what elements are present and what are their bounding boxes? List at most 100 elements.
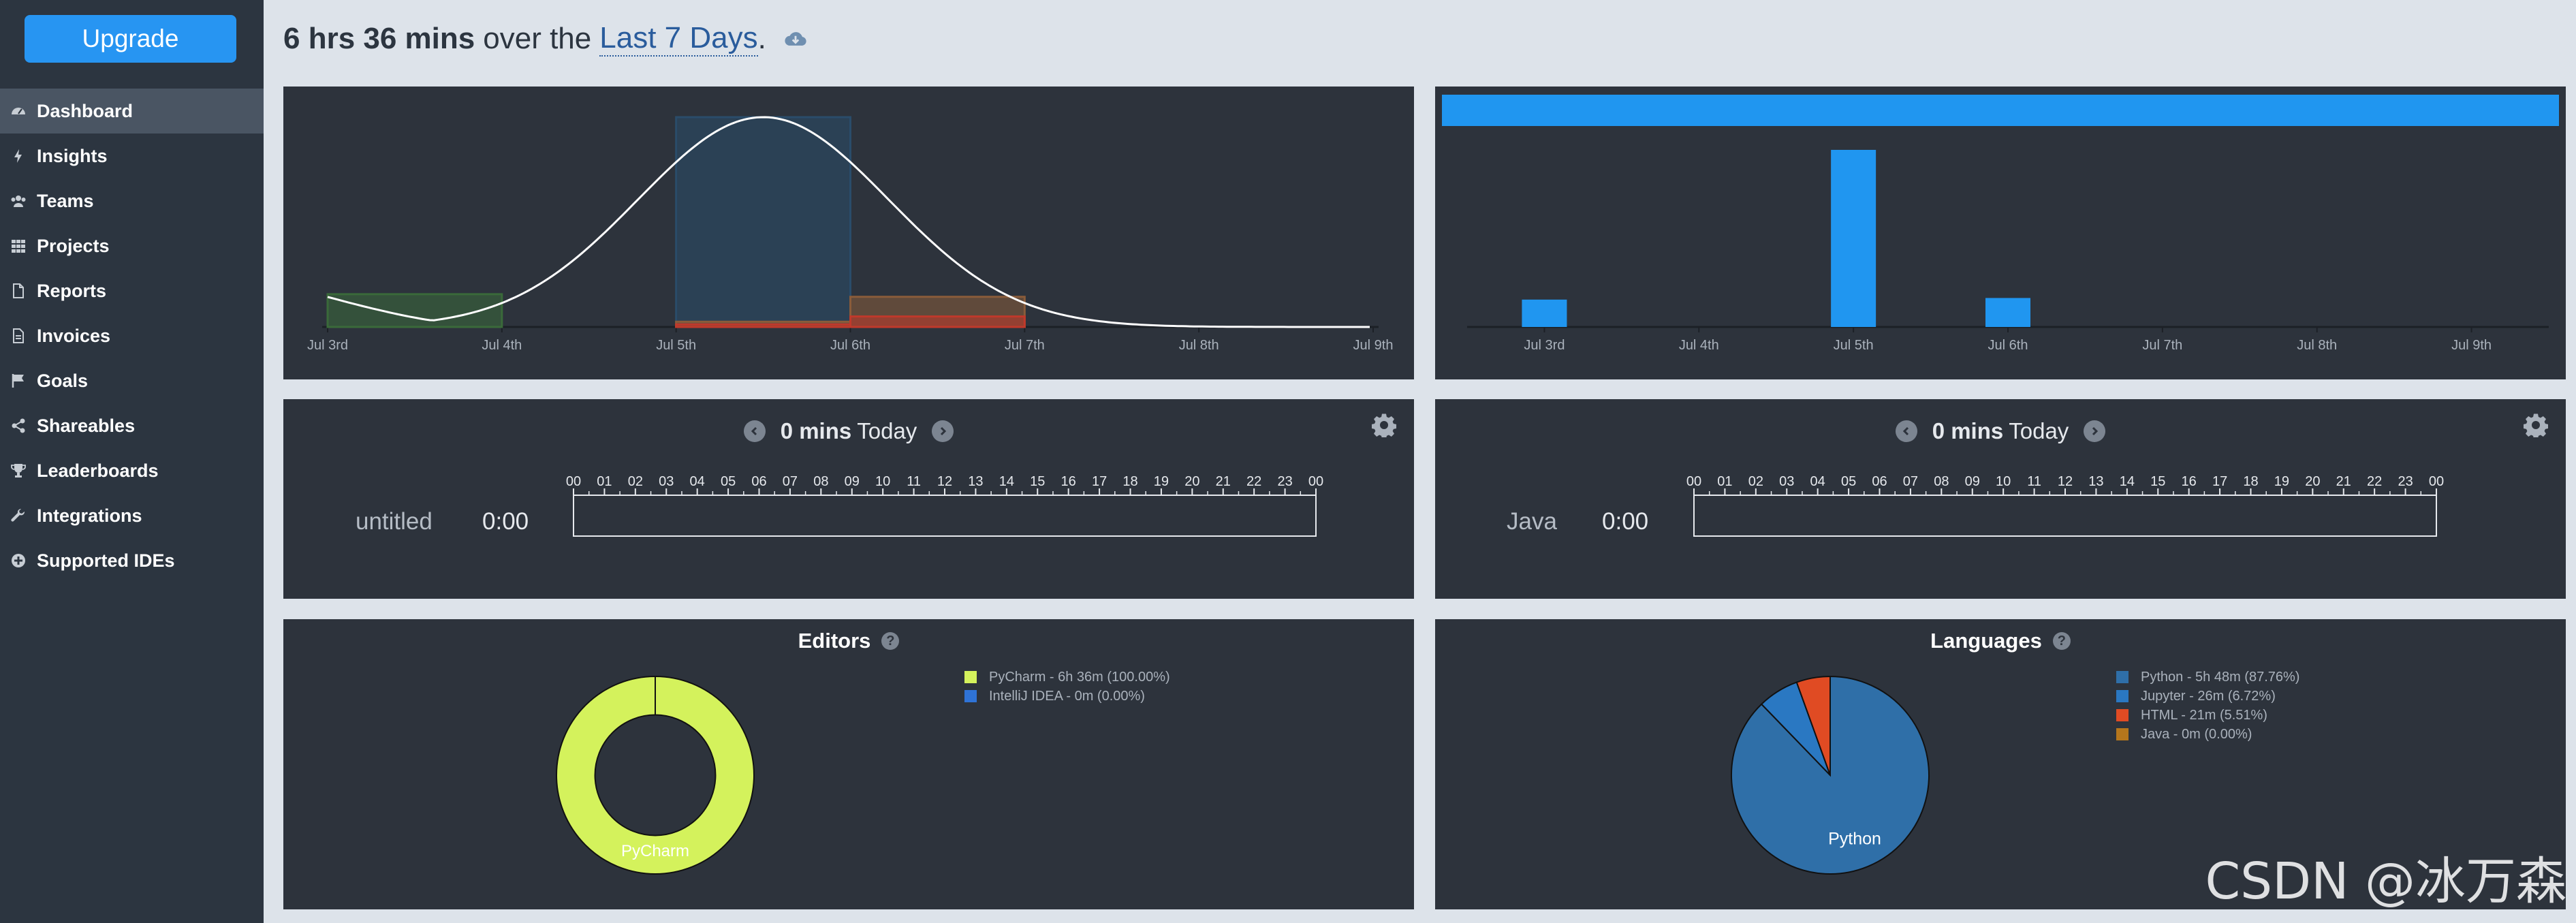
sidebar-item-shareables[interactable]: Shareables [0,403,264,448]
legend-label: Jupyter - 26m (6.72%) [2141,688,2276,704]
legend-label: PyCharm - 6h 36m (100.00%) [989,669,1170,685]
daily-bar-chart: Jul 3rd Jul 4th Jul 5th Jul 6th Jul 7th Jul 8… [1435,87,2566,379]
activity-bar [675,116,852,328]
trophy-icon [10,462,27,480]
x-tick-label: Jul 4th [1679,338,1719,353]
hour-label: 09 [1965,474,1980,489]
editors-legend: PyCharm - 6h 36m (100.00%) IntelliJ IDEA… [964,668,1170,706]
hour-label: 07 [783,474,798,489]
bar [1985,298,2030,327]
day-label: Today [857,418,917,443]
sidebar-item-supported-ides[interactable]: Supported IDEs [0,538,264,583]
hour-label: 12 [2058,474,2073,489]
hour-label: 17 [2212,474,2227,489]
timeline-track [1693,495,2437,537]
x-tick-label: Jul 8th [2297,338,2337,353]
project-timeline-panel: 0 mins Today untitled 0:00 00 01 02 03 04 05 0… [283,399,1414,599]
hour-label: 21 [2336,474,2351,489]
activity-bar [849,315,1026,328]
share-icon [10,417,27,435]
timeline-duration: 0:00 [1602,508,1649,535]
hour-axis: 00 01 02 03 04 05 06 07 08 09 10 11 12 13 14 15 16 17 18 19… [566,474,1323,537]
sidebar-item-goals[interactable]: Goals [0,358,264,403]
cloud-download-icon[interactable] [784,27,807,50]
hour-label: 04 [1810,474,1825,489]
hour-label: 23 [2398,474,2413,489]
gear-icon[interactable] [2524,413,2548,437]
hour-label: 06 [1872,474,1887,489]
legend-swatch [2116,728,2129,740]
hour-label: 00 [566,474,581,489]
x-tick-label: Jul 7th [1005,338,1045,353]
sidebar-item-invoices[interactable]: Invoices [0,313,264,358]
languages-title: Languages ? [1435,629,2566,653]
x-tick-label: Jul 5th [656,338,696,353]
hour-label: 02 [1748,474,1763,489]
hour-label: 17 [1092,474,1107,489]
help-icon[interactable]: ? [2052,632,2071,650]
activity-bar [326,293,503,328]
sidebar-item-insights[interactable]: Insights [0,134,264,178]
x-tick-label: Jul 6th [830,338,870,353]
upgrade-button[interactable]: Upgrade [25,15,236,63]
hour-label: 14 [999,474,1014,489]
sidebar-item-projects[interactable]: Projects [0,223,264,268]
legend-swatch [964,690,977,702]
sidebar-item-label: Integrations [37,505,142,526]
slice-label: Python [1828,830,1881,849]
editors-donut-chart: PyCharm [556,676,755,875]
legend-item[interactable]: HTML - 21m (5.51%) [2116,706,2299,725]
sidebar-item-label: Teams [37,190,94,211]
activity-bar [675,323,852,328]
hour-label: 09 [845,474,860,489]
day-navigator: 0 mins Today [1435,418,2566,444]
next-day-button[interactable] [932,420,954,442]
hour-label: 20 [2305,474,2320,489]
hour-label: 15 [1030,474,1045,489]
sidebar-item-dashboard[interactable]: Dashboard [0,89,264,134]
prev-day-button[interactable] [743,420,766,442]
hour-label: 03 [659,474,674,489]
languages-legend: Python - 5h 48m (87.76%) Jupyter - 26m (… [2116,668,2299,744]
legend-item[interactable]: IntelliJ IDEA - 0m (0.00%) [964,687,1170,706]
x-tick-label: Jul 6th [1988,338,2028,353]
hour-label: 07 [1903,474,1918,489]
x-tick-label: Jul 9th [1353,338,1394,353]
legend-item[interactable]: Jupyter - 26m (6.72%) [2116,687,2299,706]
sidebar-item-integrations[interactable]: Integrations [0,493,264,538]
legend-item[interactable]: Python - 5h 48m (87.76%) [2116,668,2299,687]
sidebar: Upgrade Dashboard Insights Teams Project… [0,0,264,923]
hour-label: 12 [937,474,952,489]
legend-label: HTML - 21m (5.51%) [2141,707,2267,723]
legend-item[interactable]: PyCharm - 6h 36m (100.00%) [964,668,1170,687]
x-tick-label: Jul 5th [1834,338,1874,353]
hour-label: 10 [875,474,890,489]
timeline-project-label: untitled [356,508,433,535]
hour-label: 00 [1308,474,1323,489]
sidebar-item-teams[interactable]: Teams [0,178,264,223]
hour-label: 19 [2274,474,2289,489]
sidebar-item-label: Dashboard [37,100,133,121]
header-over-the: over the [483,22,592,55]
gear-icon[interactable] [1372,413,1396,437]
editors-title-text: Editors [798,629,871,653]
hour-label: 02 [628,474,643,489]
day-label: Today [2009,418,2069,443]
sidebar-item-reports[interactable]: Reports [0,268,264,313]
legend-swatch [964,671,977,683]
next-day-button[interactable] [2084,420,2106,442]
total-time: 6 hrs 36 mins [283,22,475,55]
prev-day-button[interactable] [1895,420,1917,442]
help-icon[interactable]: ? [881,632,900,650]
day-navigator: 0 mins Today [283,418,1414,444]
document-icon [10,282,27,300]
legend-item[interactable]: Java - 0m (0.00%) [2116,725,2299,744]
hour-label: 22 [1246,474,1261,489]
activity-area-chart: Jul 3rd Jul 4th Jul 5th Jul 6th Jul 7th Jul 8… [283,87,1414,379]
sidebar-item-leaderboards[interactable]: Leaderboards [0,448,264,493]
legend-swatch [2116,671,2129,683]
hour-label: 19 [1154,474,1169,489]
range-selector[interactable]: Last 7 Days [599,21,758,57]
legend-label: IntelliJ IDEA - 0m (0.00%) [989,688,1145,704]
header-period: . [757,22,766,55]
